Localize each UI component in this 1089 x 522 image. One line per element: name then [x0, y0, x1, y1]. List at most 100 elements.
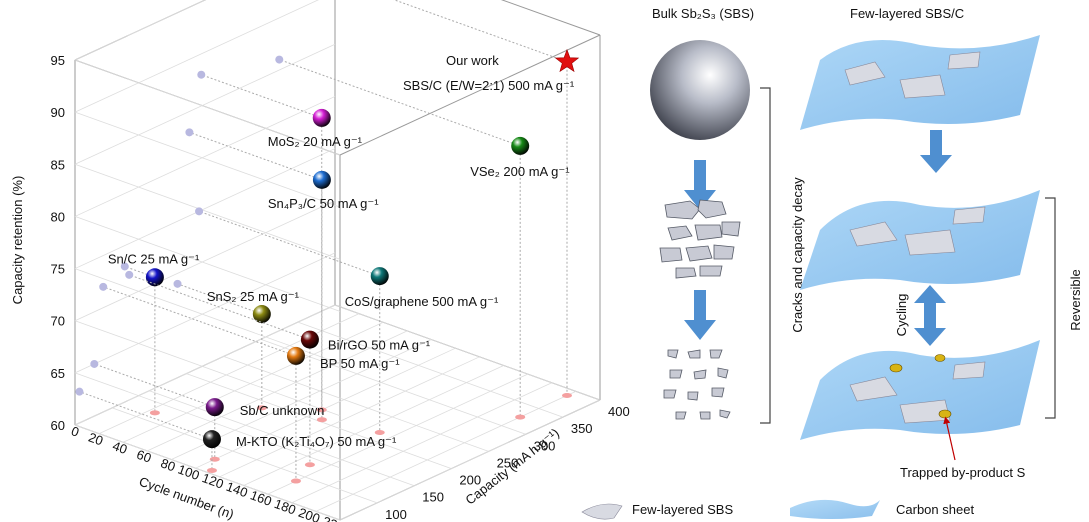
- point: [202, 430, 221, 449]
- legend-swatch: [581, 503, 623, 520]
- grid-line: [74, 96, 336, 217]
- grid-line: [74, 200, 336, 322]
- point: [312, 108, 331, 127]
- x-tick-label: 160: [248, 487, 274, 509]
- floor-shadow: [209, 456, 220, 462]
- x-tick-label: 180: [272, 496, 298, 518]
- z-axis-label: Capacity retention (%): [10, 176, 25, 305]
- y-tick-label: 400: [608, 404, 630, 419]
- drop-line: [177, 283, 263, 315]
- x-tick-label: 140: [224, 479, 250, 501]
- floor-shadow: [316, 407, 327, 413]
- floor-shadow: [561, 392, 572, 398]
- point: [300, 330, 319, 349]
- bulk-sphere: [650, 40, 750, 140]
- z-tick-label: 60: [51, 418, 65, 433]
- wall-shadow: [75, 387, 84, 396]
- y-axis-label: Capacity (mA h g⁻¹): [462, 425, 561, 507]
- point: [252, 305, 271, 324]
- floor-shadow: [374, 430, 385, 436]
- floor-shadow: [290, 478, 301, 484]
- grid-line: [74, 59, 341, 156]
- fragments: [659, 199, 741, 420]
- sbs-layers: [849, 206, 986, 256]
- grid-line: [297, 321, 563, 418]
- point: [370, 267, 389, 286]
- floor-shadow: [515, 414, 526, 420]
- point: [145, 268, 164, 287]
- drop-line: [279, 59, 521, 147]
- point-label: CoS/graphene 500 mA g⁻¹: [345, 294, 499, 309]
- sbs-layers: [844, 51, 981, 99]
- wall-shadow: [125, 270, 134, 279]
- x-tick-label: 100: [176, 461, 202, 483]
- grid-line: [74, 304, 336, 426]
- grid-line: [112, 407, 378, 504]
- arrow: [684, 160, 716, 210]
- grid-line: [267, 373, 528, 495]
- z-tick-label: 85: [51, 157, 65, 172]
- grid-line: [74, 163, 341, 260]
- floor-shadow: [316, 417, 327, 423]
- grid-line: [74, 0, 206, 61]
- drop-line: [201, 74, 322, 119]
- few-layered-label: Few-layered SBS/C: [850, 6, 964, 21]
- y-tick-label: 250: [497, 455, 519, 470]
- legend-swatch: [790, 499, 880, 519]
- grid-line: [219, 356, 480, 478]
- sbs-layers: [849, 361, 986, 424]
- grid-line: [74, 0, 319, 113]
- reversible-label: Reversible: [1068, 269, 1083, 330]
- z-tick-label: 95: [51, 53, 65, 68]
- grid-line: [339, 399, 601, 521]
- point-label: Sn/C 25 mA g⁻¹: [108, 251, 200, 266]
- floor-shadow: [304, 462, 315, 468]
- drop-line: [94, 363, 215, 408]
- wall-shadow: [185, 128, 194, 137]
- annotation: Our work: [446, 53, 499, 68]
- point: [205, 398, 224, 417]
- wall-shadow: [90, 359, 99, 368]
- y-tick-label: 300: [534, 438, 556, 453]
- grid-line: [147, 330, 408, 452]
- decay-label: Cracks and capacity decay: [790, 177, 805, 333]
- arrow: [920, 130, 952, 173]
- grid-line: [243, 365, 504, 486]
- wall-shadow: [120, 262, 129, 271]
- point-label: M-KTO (K₂Ti₄O₇) 50 mA g⁻¹: [236, 434, 397, 449]
- point: [554, 48, 580, 73]
- box-edge: [339, 34, 601, 156]
- drop-line: [189, 131, 323, 181]
- bracket: [760, 87, 771, 424]
- x-tick-label: 200: [296, 505, 322, 522]
- point-label: SnS₂ 25 mA g⁻¹: [207, 289, 300, 304]
- floor-shadow: [256, 405, 267, 411]
- y-tick-label: 200: [459, 473, 481, 488]
- grid-line: [74, 43, 336, 165]
- y-tick-label: 150: [422, 490, 444, 505]
- z-tick-label: 65: [51, 366, 65, 381]
- sulfur: [889, 354, 952, 419]
- drop-line: [79, 391, 213, 440]
- legend-label: Few-layered SBS: [632, 502, 733, 517]
- point-label: Sn₄P₃/C 50 mA g⁻¹: [268, 196, 379, 211]
- trapped-label: Trapped by-product S: [900, 465, 1026, 480]
- x-tick-label: 120: [200, 470, 226, 492]
- point: [286, 346, 305, 365]
- schematic: Bulk Sb₂S₃ (SBS) Few-layered SBS/C Crack…: [581, 6, 1083, 520]
- pointer: [943, 416, 956, 461]
- grid-line: [123, 321, 384, 443]
- floor-shadow: [206, 467, 217, 473]
- carbon-sheet: [800, 340, 1040, 440]
- point-label: BP 50 mA g⁻¹: [320, 356, 400, 371]
- grid-line: [315, 391, 577, 512]
- point-label: Bi/rGO 50 mA g⁻¹: [328, 338, 431, 353]
- bulk-label: Bulk Sb₂S₃ (SBS): [652, 6, 754, 21]
- grid-line: [74, 216, 341, 312]
- arrow: [914, 285, 946, 346]
- legend-label: Carbon sheet: [896, 502, 974, 517]
- z-tick-label: 90: [51, 105, 65, 120]
- point: [511, 136, 530, 155]
